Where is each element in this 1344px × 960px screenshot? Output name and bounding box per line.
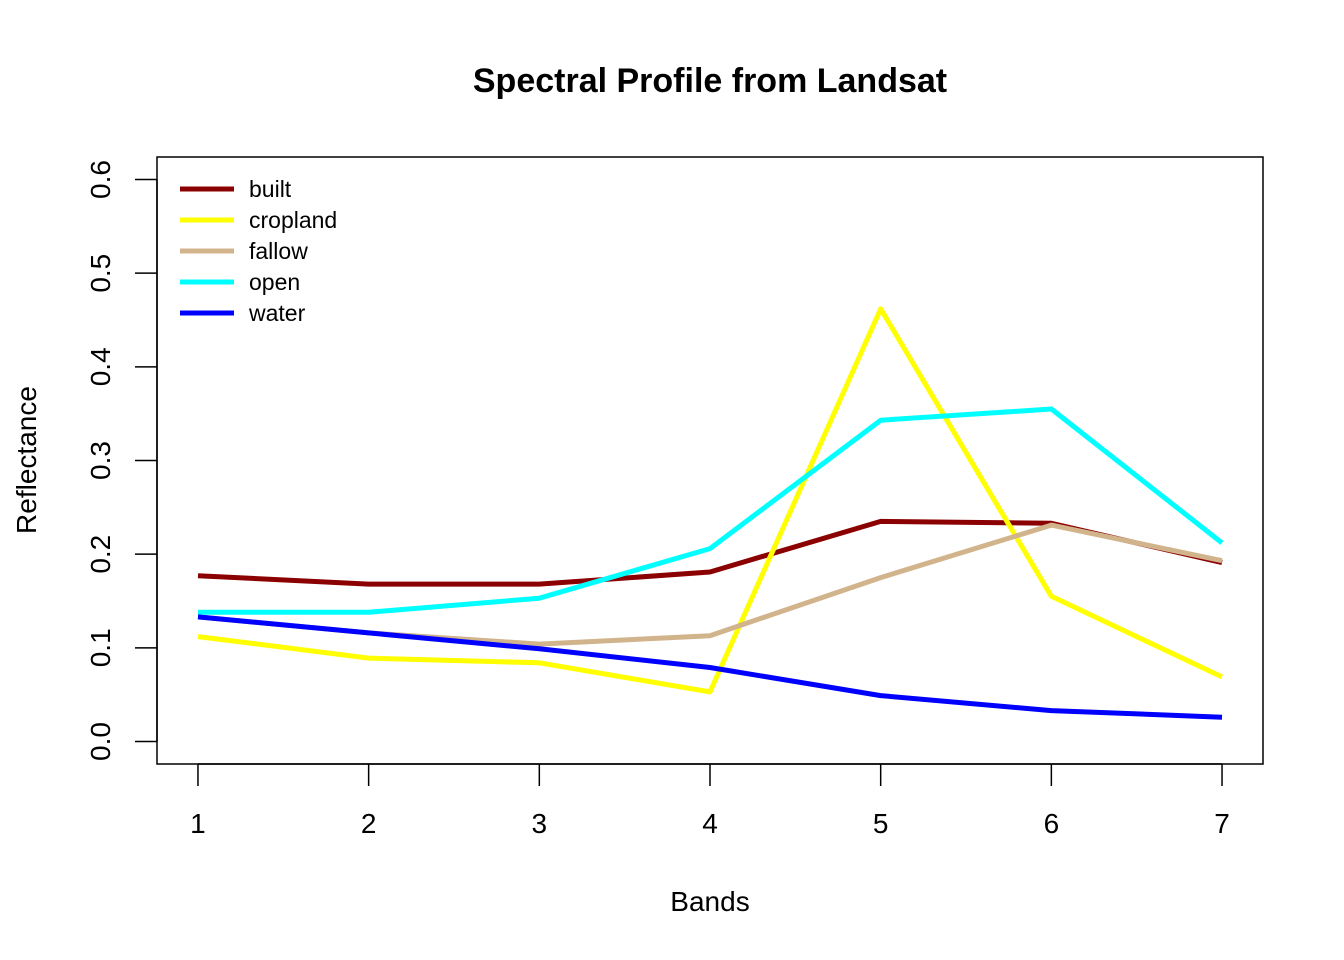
x-tick-label: 4: [702, 808, 718, 839]
y-tick-label: 0.2: [85, 535, 116, 574]
y-axis-label: Reflectance: [11, 386, 42, 534]
series-line-open: [198, 406, 1224, 615]
legend: built cropland fallow open water: [180, 176, 337, 326]
y-tick-label: 0.0: [85, 722, 116, 761]
series-line-cropland: [197, 306, 1224, 695]
legend-label-open: open: [249, 269, 300, 295]
x-tick-label: 2: [361, 808, 377, 839]
x-tick-label: 6: [1044, 808, 1060, 839]
y-tick-label: 0.1: [85, 628, 116, 667]
x-tick-label: 7: [1214, 808, 1230, 839]
x-tick-label: 1: [190, 808, 206, 839]
y-tick-label: 0.6: [85, 160, 116, 199]
x-axis-label: Bands: [670, 886, 749, 917]
y-tick-label: 0.3: [85, 441, 116, 480]
y-axis: 0.0 0.1 0.2 0.3 0.4 0.5 0.6: [85, 160, 158, 761]
legend-label-built: built: [249, 176, 292, 202]
chart-title: Spectral Profile from Landsat: [473, 62, 947, 100]
legend-label-water: water: [248, 300, 306, 326]
legend-label-fallow: fallow: [249, 238, 308, 264]
series-lines: [197, 306, 1224, 720]
y-tick-label: 0.4: [85, 347, 116, 386]
series-line-water: [197, 614, 1223, 720]
y-tick-label: 0.5: [85, 254, 116, 293]
legend-label-cropland: cropland: [249, 207, 337, 233]
x-tick-label: 5: [873, 808, 889, 839]
x-tick-label: 3: [532, 808, 548, 839]
x-axis: 1 2 3 4 5 6 7: [190, 763, 1230, 839]
